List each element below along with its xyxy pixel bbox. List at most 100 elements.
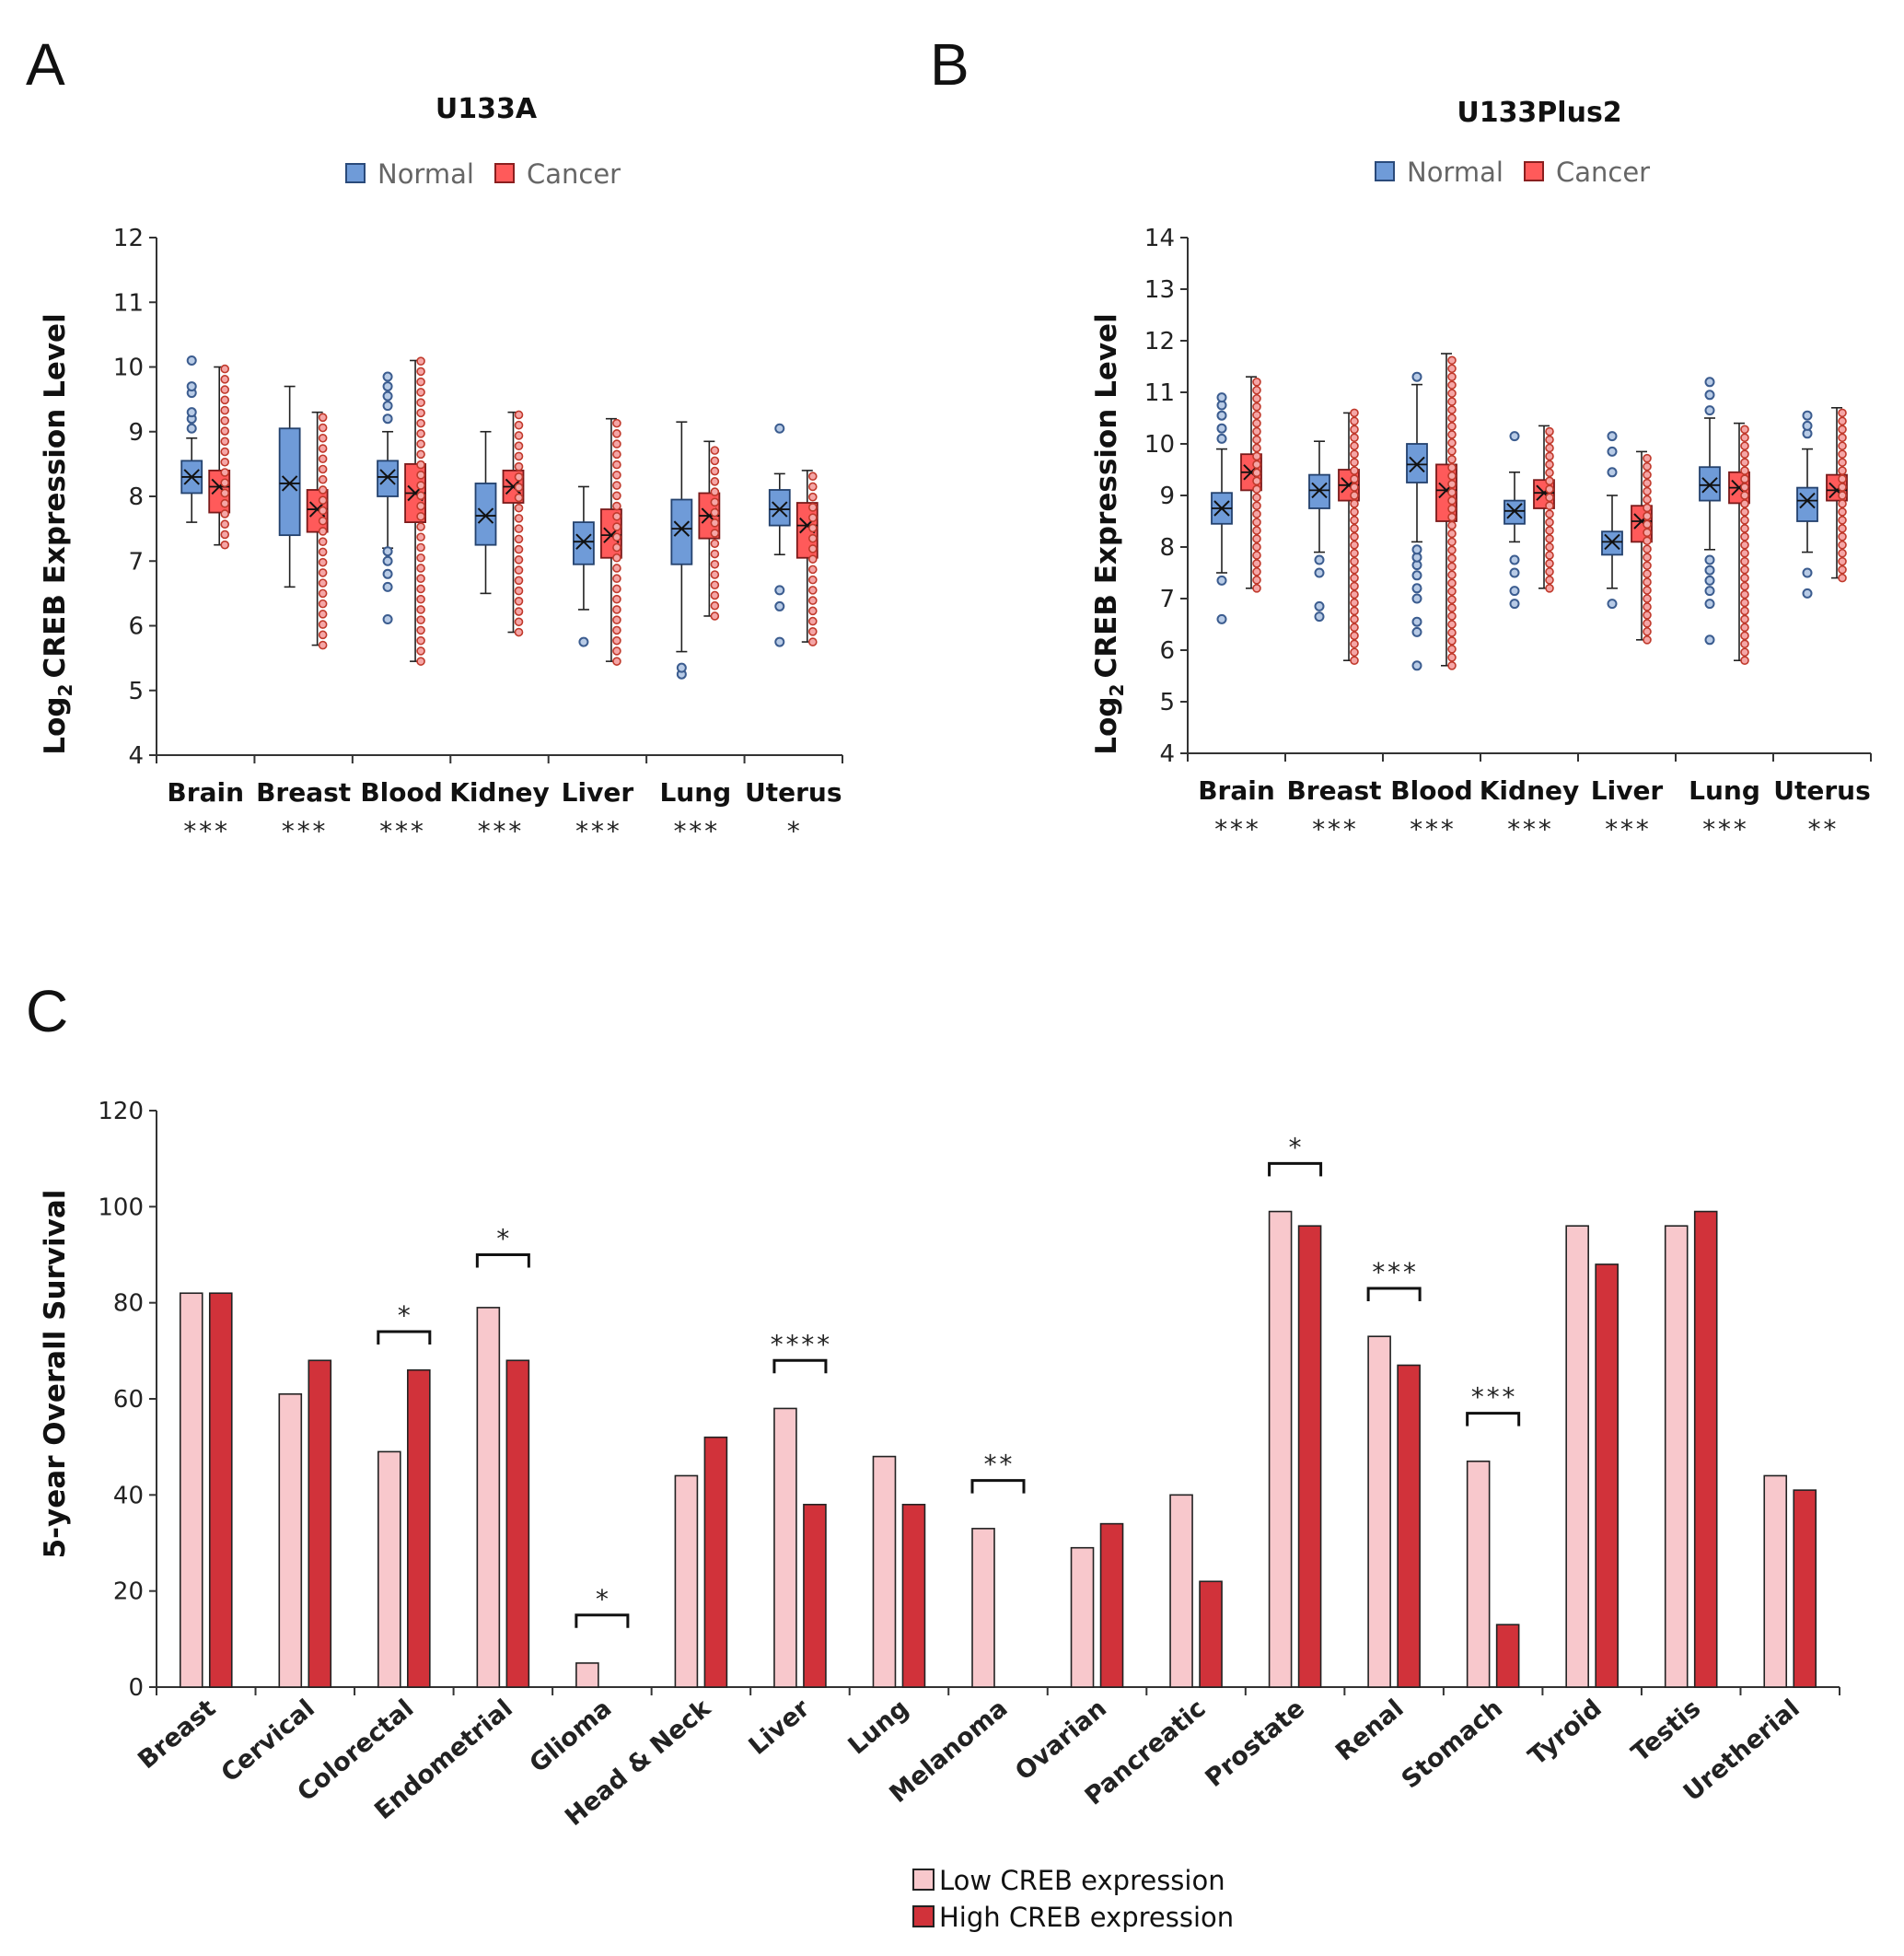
chart-b-cancer-blood-data-point bbox=[1447, 645, 1457, 654]
chart-a-cancer-brain-data-point bbox=[220, 468, 230, 477]
chart-a-title: U133A bbox=[435, 93, 538, 125]
chart-a-cancer-brain-data-point bbox=[220, 385, 230, 394]
chart-b-cancer-brain-data-point bbox=[1252, 493, 1261, 503]
chart-c-bar-low-colorectal bbox=[377, 1450, 401, 1688]
chart-b-normal-uterus-mean-marker bbox=[1799, 492, 1816, 509]
chart-b-cancer-lung-data-point bbox=[1740, 565, 1749, 575]
chart-a-legend-cancer-swatch bbox=[494, 163, 515, 183]
chart-b-normal-lung-outlier-point bbox=[1704, 635, 1715, 646]
chart-b-cancer-blood-data-point bbox=[1447, 504, 1457, 514]
chart-a-cancer-uterus-data-point bbox=[807, 616, 818, 626]
chart-a-cancer-lung-data-point bbox=[710, 580, 720, 590]
chart-a-cancer-liver-data-point bbox=[612, 532, 621, 542]
chart-a-y-axis-label: Log2 CREB Expression Level bbox=[39, 313, 76, 754]
chart-a-cancer-lung-data-point bbox=[710, 456, 720, 466]
chart-b-cancer-brain-data-point bbox=[1252, 526, 1261, 535]
chart-a-normal-uterus-outlier-point bbox=[774, 423, 785, 434]
chart-b-significance-breast: *** bbox=[1311, 814, 1358, 844]
chart-b-y-tick-label: 5 bbox=[1159, 689, 1175, 716]
chart-b-normal-kidney-outlier-point bbox=[1509, 586, 1520, 597]
chart-c-bar-low-ovarian bbox=[1070, 1546, 1095, 1688]
chart-a-cancer-breast-data-point bbox=[318, 423, 328, 433]
chart-b-cancer-blood-data-point bbox=[1447, 520, 1457, 530]
chart-b-cancer-blood-data-point bbox=[1447, 364, 1457, 374]
chart-a-plot-area: 4 5 6 7 8 9 10 11 12 Brain *** Breast *** Blood *** Kid… bbox=[113, 225, 843, 846]
chart-b-cancer-blood-data-point bbox=[1447, 537, 1457, 547]
chart-a-normal-kidney-box bbox=[474, 483, 497, 546]
chart-a-cancer-lung-data-point bbox=[710, 600, 720, 611]
chart-a-cancer-blood-data-point bbox=[416, 367, 425, 377]
chart-b-cancer-kidney-data-point bbox=[1545, 534, 1554, 543]
chart-a-cancer-breast-data-point bbox=[318, 578, 328, 588]
chart-b-cancer-brain-data-point bbox=[1252, 385, 1261, 395]
chart-c-legend-low-swatch bbox=[912, 1869, 935, 1891]
chart-b-y-tick-label: 9 bbox=[1159, 483, 1175, 510]
chart-b-cancer-kidney-data-point bbox=[1545, 451, 1554, 461]
chart-b-legend-normal: Normal bbox=[1407, 157, 1503, 188]
chart-b-cancer-uterus-data-point bbox=[1838, 449, 1847, 460]
chart-b-normal-liver-outlier-point bbox=[1607, 599, 1618, 610]
chart-b-cancer-uterus-data-point bbox=[1838, 408, 1847, 418]
chart-c-plot-area: 020406080100120BreastCervicalColorectalE… bbox=[98, 1098, 1840, 1832]
chart-a-cancer-breast-data-point bbox=[318, 547, 328, 557]
chart-a-y-tick-label: 4 bbox=[128, 742, 144, 770]
chart-b-normal-lung-outlier-point bbox=[1704, 599, 1715, 610]
chart-b-cancer-uterus-data-point bbox=[1838, 483, 1847, 492]
chart-b-cancer-kidney-data-point bbox=[1545, 559, 1554, 568]
chart-a-cancer-brain-data-point bbox=[220, 478, 230, 488]
chart-a-cancer-brain-data-point bbox=[220, 530, 230, 540]
chart-a-cancer-brain-data-point bbox=[220, 375, 230, 384]
chart-b-cancer-kidney-data-point bbox=[1545, 501, 1554, 511]
chart-b-cancer-brain-data-point bbox=[1252, 534, 1261, 543]
chart-b-normal-brain-outlier-point bbox=[1216, 613, 1227, 624]
chart-b-cancer-brain-data-point bbox=[1252, 377, 1261, 387]
chart-b-cancer-uterus-data-point bbox=[1838, 531, 1847, 541]
chart-b-cancer-breast-data-point bbox=[1350, 548, 1359, 558]
chart-a-cancer-blood-data-point bbox=[416, 439, 425, 448]
chart-b-cancer-uterus-data-point bbox=[1838, 425, 1847, 435]
chart-a-cancer-liver-data-point bbox=[612, 564, 621, 573]
chart-a-cancer-brain-data-point bbox=[220, 509, 230, 518]
chart-b-cancer-uterus-data-point bbox=[1838, 466, 1847, 475]
chart-a-cancer-lung-data-point bbox=[710, 549, 720, 559]
chart-b-cancer-lung-data-point bbox=[1740, 614, 1749, 624]
chart-c-bar-high-stomach bbox=[1495, 1624, 1520, 1688]
chart-b-cancer-brain-data-point bbox=[1252, 567, 1261, 576]
chart-a-cancer-liver-data-point bbox=[612, 449, 621, 460]
chart-b-y-tick-label: 6 bbox=[1159, 637, 1175, 665]
chart-a-cancer-liver-data-point bbox=[612, 439, 621, 448]
chart-c-significance-bracket-glioma bbox=[575, 1613, 630, 1628]
chart-b-cancer-lung-data-point bbox=[1740, 631, 1749, 641]
chart-a-cancer-blood-data-point bbox=[416, 501, 425, 511]
chart-c-bar-high-cervical bbox=[308, 1359, 332, 1688]
chart-b-cancer-blood-data-point bbox=[1447, 587, 1457, 596]
chart-b-cancer-kidney-data-point bbox=[1545, 542, 1554, 552]
chart-c-y-tick-label: 60 bbox=[113, 1386, 144, 1414]
chart-b-normal-lung-mean-marker bbox=[1701, 477, 1718, 494]
chart-b-normal-brain-outlier-point bbox=[1216, 392, 1227, 403]
chart-b-normal-liver-mean-marker bbox=[1604, 533, 1620, 551]
chart-c-significance-colorectal: * bbox=[396, 1300, 412, 1331]
chart-b-cancer-lung-data-point bbox=[1740, 524, 1749, 533]
chart-b-cancer-breast-data-point bbox=[1350, 449, 1359, 460]
chart-b-cancer-lung-data-point bbox=[1740, 647, 1749, 658]
chart-b-normal-brain-outlier-point bbox=[1216, 423, 1227, 434]
chart-b-cancer-lung-data-point bbox=[1740, 589, 1749, 600]
chart-b-cancer-blood-data-point bbox=[1447, 422, 1457, 431]
chart-b-cancer-blood-data-point bbox=[1447, 397, 1457, 406]
chart-b-cancer-kidney-data-point bbox=[1545, 443, 1554, 453]
chart-a-cancer-liver-data-point bbox=[612, 646, 621, 656]
chart-c-category-renal: Renal bbox=[1330, 1694, 1410, 1767]
chart-a-u133a: U133A Normal Cancer Log2 CREB Expression … bbox=[39, 93, 843, 846]
chart-b-cancer-kidney-data-point bbox=[1545, 468, 1554, 478]
chart-b-cancer-liver-data-point bbox=[1643, 486, 1652, 496]
chart-c-category-prostate: Prostate bbox=[1201, 1694, 1311, 1793]
chart-a-cancer-kidney-data-point bbox=[514, 607, 524, 616]
chart-b-cancer-liver-data-point bbox=[1643, 470, 1652, 480]
chart-b-category-breast: Breast bbox=[1286, 775, 1381, 806]
chart-a-cancer-lung-data-point bbox=[710, 487, 720, 496]
chart-a-cancer-uterus-data-point bbox=[807, 533, 818, 543]
chart-b-significance-kidney: *** bbox=[1506, 814, 1553, 844]
chart-b-cancer-uterus-data-point bbox=[1838, 565, 1847, 575]
chart-b-normal-breast-mean-marker bbox=[1311, 482, 1328, 499]
